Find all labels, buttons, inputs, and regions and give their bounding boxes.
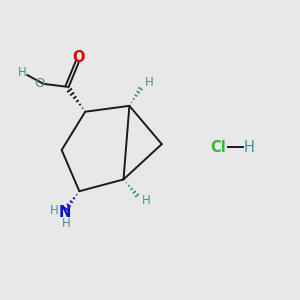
Text: O: O [34, 77, 45, 90]
Text: H: H [50, 204, 58, 217]
Text: H: H [145, 76, 154, 89]
Text: H: H [17, 66, 26, 79]
Text: O: O [72, 50, 85, 65]
Text: H: H [61, 217, 70, 230]
Text: Cl: Cl [210, 140, 226, 154]
Text: N: N [59, 205, 71, 220]
Text: H: H [244, 140, 255, 154]
Text: H: H [142, 194, 151, 207]
